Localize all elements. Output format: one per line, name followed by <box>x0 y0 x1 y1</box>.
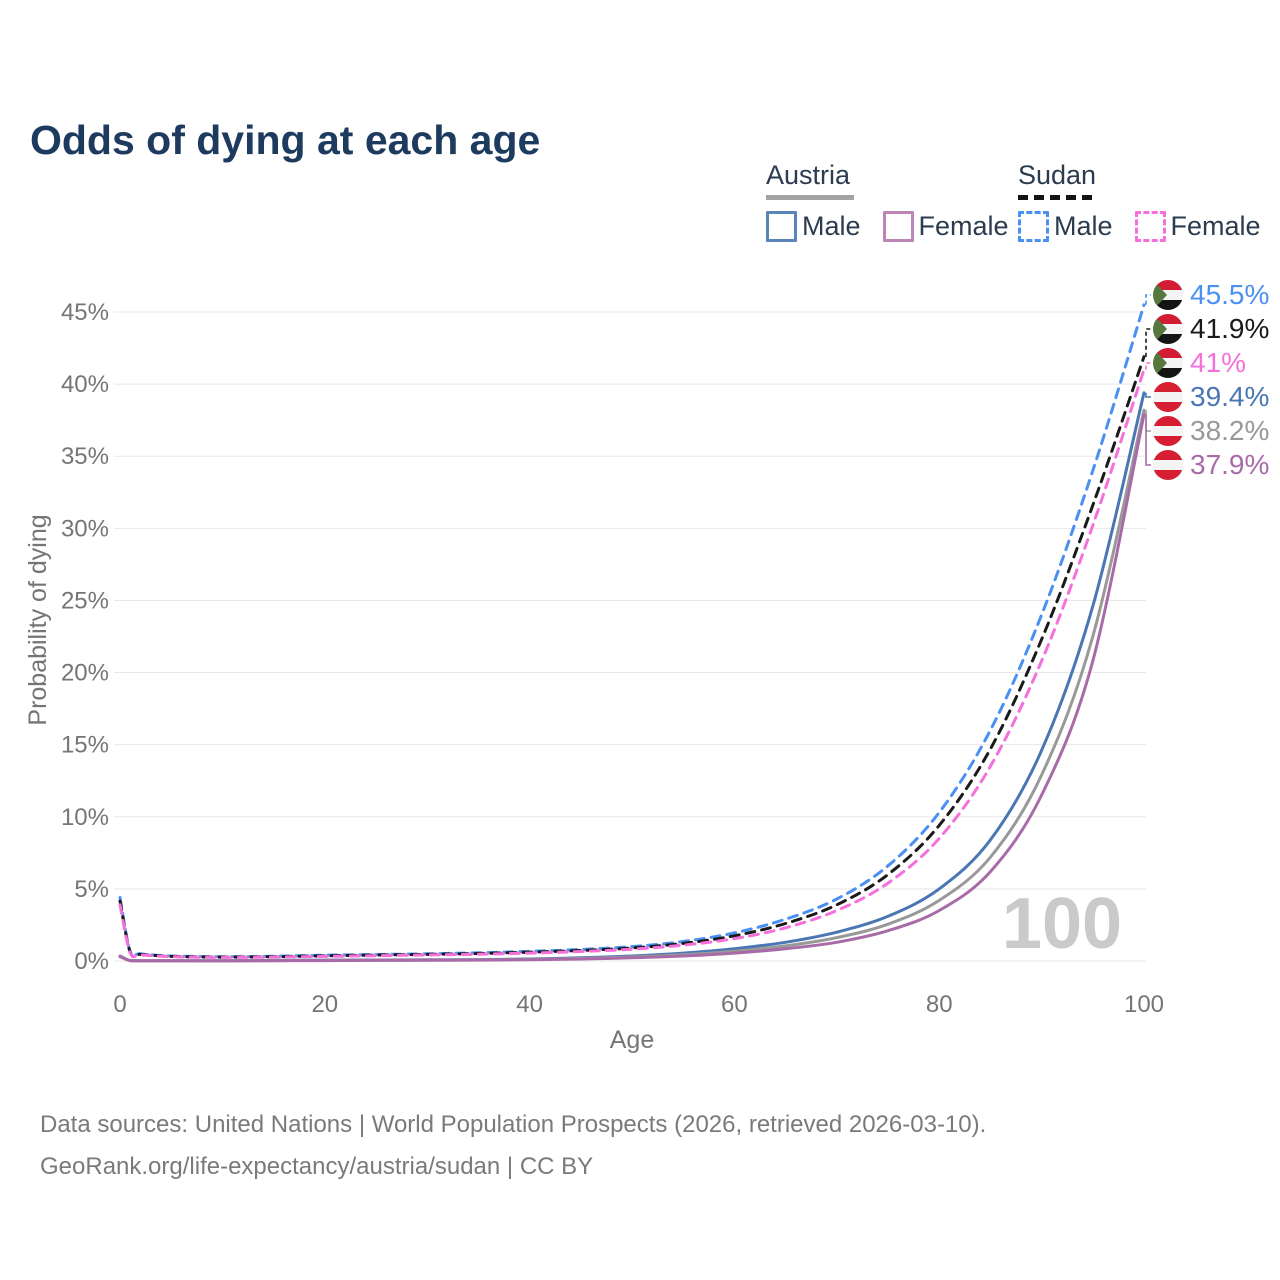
austria-solid-line-swatch <box>766 195 854 200</box>
austria-flag-icon <box>1153 450 1183 480</box>
y-tick-30: 30% <box>61 515 109 542</box>
end-label-sudan-both: 41.9% <box>1190 313 1269 344</box>
y-tick-25: 25% <box>61 587 109 614</box>
legend-country-sudan: Sudan <box>1018 160 1097 190</box>
legend-austria-female[interactable]: Female <box>882 211 1009 242</box>
sudan-flag-icon <box>1153 348 1183 378</box>
y-tick-0: 0% <box>74 948 109 975</box>
legend-country-austria: Austria <box>766 160 851 190</box>
line-austria-female <box>118 412 1146 963</box>
y-tick-35: 35% <box>61 443 109 470</box>
line-sudan-both <box>118 355 1146 959</box>
line-austria-both <box>118 408 1146 963</box>
data-source-line: Data sources: United Nations | World Pop… <box>40 1111 987 1138</box>
x-tick-40: 40 <box>516 991 543 1018</box>
sudan-male-label: Male <box>1054 211 1113 241</box>
leader-sudan-female <box>1145 362 1151 370</box>
line-austria-male <box>118 391 1146 963</box>
legend-group-austria: Austria Male Female <box>766 160 1023 242</box>
sudan-flag-icon <box>1153 280 1183 310</box>
legend-group-sudan: Sudan Male Female <box>1018 160 1275 242</box>
austria-flag-icon <box>1153 416 1183 446</box>
attribution-line: GeoRank.org/life-expectancy/austria/suda… <box>40 1153 594 1180</box>
page-title: Odds of dying at each age <box>30 117 541 164</box>
end-label-austria-male: 39.4% <box>1190 381 1269 412</box>
y-tick-20: 20% <box>61 660 109 687</box>
y-tick-10: 10% <box>61 804 109 831</box>
line-sudan-female <box>118 368 1146 959</box>
y-axis-title: Probability of dying <box>24 514 52 725</box>
sudan-dashed-line-swatch <box>1018 195 1092 200</box>
y-tick-5: 5% <box>74 876 109 903</box>
leader-sudan-both <box>1145 328 1151 357</box>
legend-sudan-male[interactable]: Male <box>1018 211 1113 242</box>
sudan-flag-icon <box>1153 314 1183 344</box>
austria-male-label: Male <box>802 211 861 241</box>
x-axis-title: Age <box>610 1026 654 1054</box>
legend-sudan-female[interactable]: Female <box>1134 211 1261 242</box>
austria-male-checkbox[interactable] <box>766 211 797 242</box>
legend-austria-male[interactable]: Male <box>766 211 861 242</box>
x-tick-60: 60 <box>721 991 748 1018</box>
end-label-sudan-male: 45.5% <box>1190 279 1269 310</box>
y-tick-45: 45% <box>61 299 109 326</box>
x-tick-0: 0 <box>113 991 126 1018</box>
x-tick-100: 100 <box>1124 991 1164 1018</box>
x-tick-80: 80 <box>926 991 953 1018</box>
end-label-austria-female: 37.9% <box>1190 449 1269 480</box>
end-label-austria-both: 38.2% <box>1190 415 1269 446</box>
sudan-female-checkbox[interactable] <box>1134 211 1166 242</box>
footer: Data sources: United Nations | World Pop… <box>40 1104 986 1188</box>
leader-sudan-male <box>1145 294 1151 305</box>
y-tick-15: 15% <box>61 732 109 759</box>
sudan-male-checkbox[interactable] <box>1018 211 1049 242</box>
austria-female-label: Female <box>918 211 1009 241</box>
end-label-sudan-female: 41% <box>1190 347 1246 378</box>
x-tick-20: 20 <box>311 991 338 1018</box>
leader-austria-male <box>1145 392 1151 398</box>
y-tick-40: 40% <box>61 371 109 398</box>
austria-female-checkbox[interactable] <box>882 211 914 242</box>
sudan-female-label: Female <box>1170 211 1261 241</box>
age-watermark: 100 <box>1002 884 1122 964</box>
leader-austria-female <box>1145 414 1151 466</box>
austria-flag-icon <box>1153 382 1183 412</box>
